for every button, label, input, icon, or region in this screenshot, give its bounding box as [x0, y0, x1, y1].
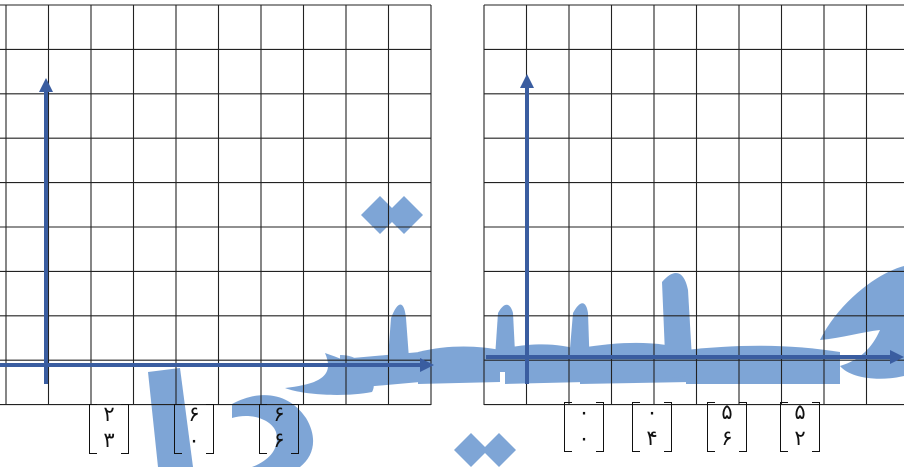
bracket-right	[206, 404, 214, 454]
vector-bottom-value: ۶	[721, 426, 733, 450]
bracket-left	[259, 404, 267, 454]
bracket-right	[812, 402, 820, 452]
left-x-arrow-icon	[420, 358, 434, 372]
left-vector-3: ۶ ۶	[257, 400, 301, 456]
vector-top-value: ۲	[103, 402, 115, 426]
bracket-left	[632, 402, 640, 452]
bracket-right	[291, 404, 299, 454]
right-vector-4: ۵ ۲	[778, 398, 822, 454]
grids	[0, 4, 904, 406]
vector-top-value: ۵	[721, 400, 733, 424]
vector-top-value: ۰	[578, 400, 590, 424]
vector-bottom-value: ۴	[646, 426, 658, 450]
vector-bottom-value: ۰	[578, 426, 590, 450]
bracket-right	[739, 402, 747, 452]
right-y-arrow-icon	[520, 74, 534, 88]
bracket-left	[780, 402, 788, 452]
left-vector-2: ۶ ۰	[172, 400, 216, 456]
vector-bottom-value: ۰	[188, 428, 200, 452]
vector-top-value: ۶	[188, 402, 200, 426]
vector-bottom-value: ۶	[273, 428, 285, 452]
bracket-right	[121, 404, 129, 454]
bracket-left	[564, 402, 572, 452]
left-vector-1: ۲ ۳	[87, 400, 131, 456]
vector-top-value: ۵	[794, 400, 806, 424]
bracket-right	[664, 402, 672, 452]
bracket-left	[89, 404, 97, 454]
left-y-arrow-icon	[39, 78, 53, 92]
right-vector-2: ۰ ۴	[630, 398, 674, 454]
right-vector-3: ۵ ۶	[705, 398, 749, 454]
bracket-left	[174, 404, 182, 454]
right-x-arrow-icon	[890, 350, 904, 364]
vector-top-value: ۰	[646, 400, 658, 424]
bracket-right	[596, 402, 604, 452]
right-vector-1: ۰ ۰	[562, 398, 606, 454]
axes	[0, 74, 904, 384]
vector-bottom-value: ۲	[794, 426, 806, 450]
bracket-left	[707, 402, 715, 452]
vector-top-value: ۶	[273, 402, 285, 426]
vector-bottom-value: ۳	[103, 428, 115, 452]
